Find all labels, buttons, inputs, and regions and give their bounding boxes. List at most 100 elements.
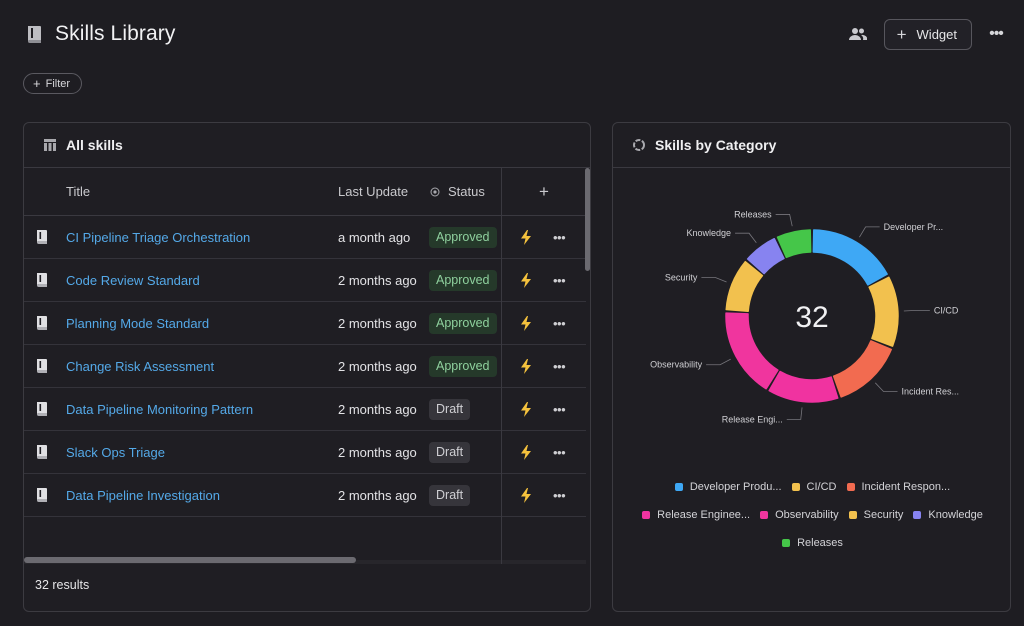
- skill-title-link[interactable]: Code Review Standard: [66, 272, 200, 288]
- row-more-options-icon[interactable]: •••: [553, 229, 566, 245]
- donut-chart-icon: [632, 138, 646, 152]
- table-row[interactable]: Slack Ops Triage 2 months ago Draft •••: [24, 431, 586, 474]
- legend-item[interactable]: Knowledge: [913, 508, 983, 521]
- label-leader-line: [775, 214, 793, 227]
- row-more-options-icon[interactable]: •••: [553, 401, 566, 417]
- table-row[interactable]: Data Pipeline Monitoring Pattern 2 months…: [24, 388, 586, 431]
- donut-segment[interactable]: [725, 312, 779, 390]
- legend-item[interactable]: Releases: [782, 537, 843, 549]
- legend-swatch: [848, 510, 857, 519]
- legend-item[interactable]: Developer Produ...: [674, 480, 782, 493]
- legend-label: Observability: [775, 508, 839, 521]
- skill-book-icon: [35, 272, 49, 288]
- lightning-icon[interactable]: [520, 359, 532, 374]
- all-skills-header: All skills: [24, 123, 590, 168]
- legend-label: Developer Produ...: [689, 480, 782, 493]
- column-divider: [501, 168, 502, 564]
- label-leader-line: [735, 232, 757, 244]
- page-header: Skills Library + Widget •••: [24, 18, 1008, 50]
- segment-label: Security: [665, 273, 698, 283]
- skill-title-link[interactable]: Planning Mode Standard: [66, 315, 210, 331]
- donut-segment[interactable]: [868, 276, 899, 347]
- add-column-button[interactable]: +: [539, 181, 549, 201]
- skill-title-link[interactable]: Data Pipeline Monitoring Pattern: [66, 401, 254, 417]
- label-leader-line: [874, 382, 898, 392]
- legend-swatch: [846, 482, 855, 491]
- column-status-label: Status: [448, 184, 485, 199]
- legend-item[interactable]: Incident Respon...: [846, 480, 951, 493]
- segment-label: Incident Res...: [902, 387, 960, 397]
- legend-label: CI/CD: [806, 480, 837, 493]
- donut-segment[interactable]: [725, 260, 764, 312]
- row-more-options-icon[interactable]: •••: [553, 487, 566, 503]
- lightning-icon[interactable]: [520, 273, 532, 288]
- last-update-value: 2 months ago: [338, 401, 417, 417]
- results-count: 32 results: [35, 578, 90, 592]
- table-row[interactable]: Planning Mode Standard 2 months ago Approv…: [24, 302, 586, 345]
- table-row[interactable]: Data Pipeline Investigation 2 months ago D…: [24, 474, 586, 517]
- vertical-scroll-thumb[interactable]: [585, 168, 590, 271]
- header-actions: + Widget •••: [846, 18, 1008, 50]
- column-status[interactable]: Status: [430, 184, 485, 199]
- lightning-icon[interactable]: [520, 402, 532, 417]
- column-last-update[interactable]: Last Update: [338, 184, 409, 199]
- donut-segment[interactable]: [768, 370, 839, 403]
- status-badge: Draft: [429, 484, 471, 506]
- legend-swatch: [791, 482, 800, 491]
- legend-label: Release Enginee...: [657, 508, 751, 521]
- segment-label: Developer Pr...: [884, 222, 944, 232]
- people-icon[interactable]: [846, 22, 870, 46]
- legend-row: Developer Produ... CI/CD Incident Respon..…: [613, 479, 1010, 494]
- row-more-options-icon[interactable]: •••: [553, 358, 566, 374]
- legend-item[interactable]: CI/CD: [791, 480, 837, 493]
- total-count: 32: [795, 301, 828, 334]
- table-icon: [43, 138, 57, 152]
- row-more-options-icon[interactable]: •••: [553, 272, 566, 288]
- legend-item[interactable]: Security: [848, 509, 903, 521]
- skill-title-link[interactable]: CI Pipeline Triage Orchestration: [66, 229, 251, 245]
- donut-chart: Developer Pr... CI/CD Incident Res... Relea…: [650, 209, 960, 424]
- skill-title-link[interactable]: Change Risk Assessment: [66, 358, 215, 374]
- donut-segment[interactable]: [776, 229, 812, 259]
- donut-segment[interactable]: [832, 340, 892, 398]
- column-title[interactable]: Title: [66, 184, 91, 199]
- lightning-icon[interactable]: [520, 230, 532, 245]
- horizontal-scroll-thumb[interactable]: [24, 557, 356, 563]
- table-row[interactable]: Change Risk Assessment 2 months ago Approv…: [24, 345, 586, 388]
- page-title: Skills Library: [55, 22, 176, 45]
- more-options-icon[interactable]: •••: [989, 25, 1004, 42]
- row-more-options-icon[interactable]: •••: [553, 444, 566, 460]
- skill-title-link[interactable]: Data Pipeline Investigation: [66, 487, 220, 503]
- chart-title: Skills by Category: [655, 137, 777, 153]
- book-icon: [24, 23, 46, 45]
- skill-book-icon: [35, 229, 49, 245]
- row-more-options-icon[interactable]: •••: [553, 315, 566, 331]
- donut-segment[interactable]: [746, 237, 785, 275]
- filter-button[interactable]: + Filter: [23, 73, 83, 94]
- legend-item[interactable]: Release Enginee...: [642, 509, 750, 521]
- legend-label: Incident Respon...: [861, 480, 951, 493]
- add-widget-label: Widget: [916, 26, 957, 42]
- skill-title-link[interactable]: Slack Ops Triage: [66, 444, 165, 460]
- plus-icon: +: [896, 24, 907, 44]
- legend-item[interactable]: Observability: [760, 509, 839, 521]
- status-icon: [430, 187, 440, 197]
- donut-segment[interactable]: [812, 229, 888, 286]
- chart-legend: Developer Produ... CI/CD Incident Respon..…: [613, 479, 1010, 563]
- lightning-icon[interactable]: [520, 316, 532, 331]
- table-row[interactable]: Code Review Standard 2 months ago Approved…: [24, 259, 586, 302]
- filter-label: Filter: [45, 77, 71, 90]
- vertical-scrollbar[interactable]: [585, 168, 590, 564]
- lightning-icon[interactable]: [520, 445, 532, 460]
- status-badge: Approved: [429, 269, 497, 291]
- status-badge: Draft: [429, 398, 471, 420]
- label-leader-line: [706, 358, 731, 366]
- table-row[interactable]: CI Pipeline Triage Orchestration a month …: [24, 216, 586, 259]
- legend-label: Knowledge: [928, 508, 983, 521]
- last-update-value: 2 months ago: [338, 358, 417, 374]
- add-widget-button[interactable]: + Widget: [883, 18, 972, 50]
- legend-label: Releases: [797, 536, 843, 549]
- horizontal-scrollbar[interactable]: [24, 556, 586, 565]
- last-update-value: a month ago: [338, 229, 411, 245]
- lightning-icon[interactable]: [520, 488, 532, 503]
